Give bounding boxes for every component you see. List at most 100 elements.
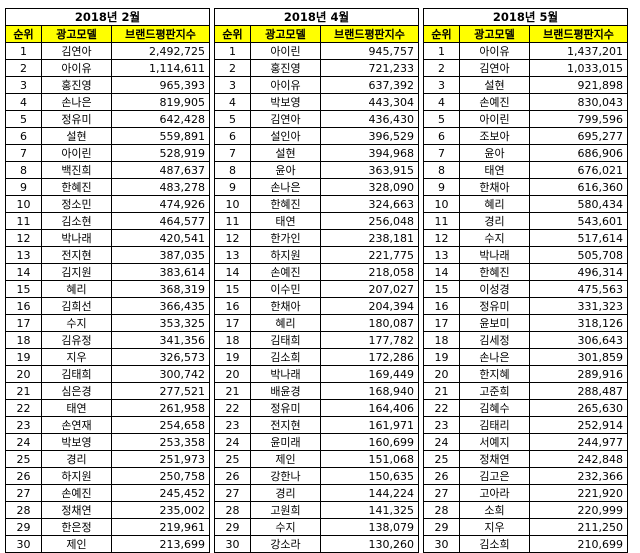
index-cell: 289,916 [529,365,628,383]
index-cell: 475,563 [529,280,628,298]
table-row: 3 설현 921,898 [423,76,628,94]
table-row: 19 김소희 172,286 [214,348,419,366]
rank-cell: 18 [5,331,42,349]
ranking-table: 2018년 4월 순위 광고모델 브랜드평판지수 1 아이린 945,757 2 홍진영 721,… [214,8,419,553]
table-row: 13 박나래 505,708 [423,246,628,264]
model-cell: 손나은 [250,178,321,196]
index-cell: 830,043 [529,93,628,111]
rank-cell: 21 [214,382,251,400]
rank-cell: 2 [423,59,460,77]
model-cell: 설현 [250,144,321,162]
table-row: 25 정채연 242,848 [423,450,628,468]
index-cell: 324,663 [320,195,419,213]
rank-cell: 7 [423,144,460,162]
model-cell: 심은경 [41,382,112,400]
model-cell: 정유미 [459,297,530,315]
model-cell: 김지원 [41,263,112,281]
table-row: 18 김유정 341,356 [5,331,210,349]
model-cell: 혜리 [41,280,112,298]
index-cell: 250,758 [111,467,210,485]
index-cell: 242,848 [529,450,628,468]
rank-header: 순위 [214,25,251,43]
table-row: 9 한채아 616,360 [423,178,628,196]
table-row: 26 하지원 250,758 [5,467,210,485]
index-cell: 2,492,725 [111,42,210,60]
index-cell: 213,699 [111,535,210,553]
model-cell: 한혜진 [250,195,321,213]
index-cell: 306,643 [529,331,628,349]
rank-cell: 8 [423,161,460,179]
table-row: 1 김연아 2,492,725 [5,42,210,60]
index-cell: 318,126 [529,314,628,332]
model-cell: 정채연 [459,450,530,468]
model-cell: 이성경 [459,280,530,298]
rank-cell: 27 [423,484,460,502]
rank-cell: 13 [214,246,251,264]
index-cell: 616,360 [529,178,628,196]
table-row: 20 박나래 169,449 [214,365,419,383]
index-header: 브랜드평판지수 [320,25,419,43]
table-row: 17 혜리 180,087 [214,314,419,332]
rank-cell: 15 [5,280,42,298]
table-row: 3 홍진영 965,393 [5,76,210,94]
table-row: 11 경리 543,601 [423,212,628,230]
model-cell: 혜리 [250,314,321,332]
index-cell: 799,596 [529,110,628,128]
table-row: 26 강한나 150,635 [214,467,419,485]
table-row: 14 한혜진 496,314 [423,263,628,281]
rank-cell: 5 [214,110,251,128]
rank-cell: 28 [5,501,42,519]
rank-cell: 11 [5,212,42,230]
rank-cell: 17 [423,314,460,332]
rank-cell: 19 [5,348,42,366]
rank-cell: 18 [214,331,251,349]
index-cell: 261,958 [111,399,210,417]
model-cell: 수지 [41,314,112,332]
index-cell: 580,434 [529,195,628,213]
index-cell: 642,428 [111,110,210,128]
model-header: 광고모델 [41,25,112,43]
index-cell: 1,114,611 [111,59,210,77]
rank-cell: 23 [423,416,460,434]
table-row: 8 태연 676,021 [423,161,628,179]
index-cell: 245,452 [111,484,210,502]
index-cell: 141,325 [320,501,419,519]
table-row: 4 박보영 443,304 [214,93,419,111]
rank-cell: 13 [423,246,460,264]
table-row: 13 전지현 387,035 [5,246,210,264]
table-row: 21 심은경 277,521 [5,382,210,400]
table-row: 26 김고은 232,366 [423,467,628,485]
rank-cell: 28 [214,501,251,519]
rank-cell: 29 [423,518,460,536]
rank-cell: 20 [214,365,251,383]
model-cell: 수지 [250,518,321,536]
index-cell: 301,859 [529,348,628,366]
model-cell: 혜리 [459,195,530,213]
model-cell: 배윤경 [250,382,321,400]
index-cell: 921,898 [529,76,628,94]
table-row: 28 소희 220,999 [423,501,628,519]
index-cell: 251,973 [111,450,210,468]
index-cell: 138,079 [320,518,419,536]
index-cell: 368,319 [111,280,210,298]
table-row: 27 고아라 221,920 [423,484,628,502]
table-row: 22 태연 261,958 [5,399,210,417]
rank-cell: 15 [214,280,251,298]
model-cell: 한혜진 [41,178,112,196]
index-cell: 150,635 [320,467,419,485]
model-cell: 고아라 [459,484,530,502]
index-cell: 945,757 [320,42,419,60]
model-cell: 조보아 [459,127,530,145]
table-row: 7 윤아 686,906 [423,144,628,162]
index-cell: 965,393 [111,76,210,94]
index-cell: 164,406 [320,399,419,417]
table-row: 22 정유미 164,406 [214,399,419,417]
table-row: 10 정소민 474,926 [5,195,210,213]
rank-cell: 24 [5,433,42,451]
rank-cell: 2 [5,59,42,77]
table-row: 6 설현 559,891 [5,127,210,145]
rank-cell: 12 [423,229,460,247]
table-row: 8 윤아 363,915 [214,161,419,179]
table-row: 28 고원희 141,325 [214,501,419,519]
table-row: 2 김연아 1,033,015 [423,59,628,77]
